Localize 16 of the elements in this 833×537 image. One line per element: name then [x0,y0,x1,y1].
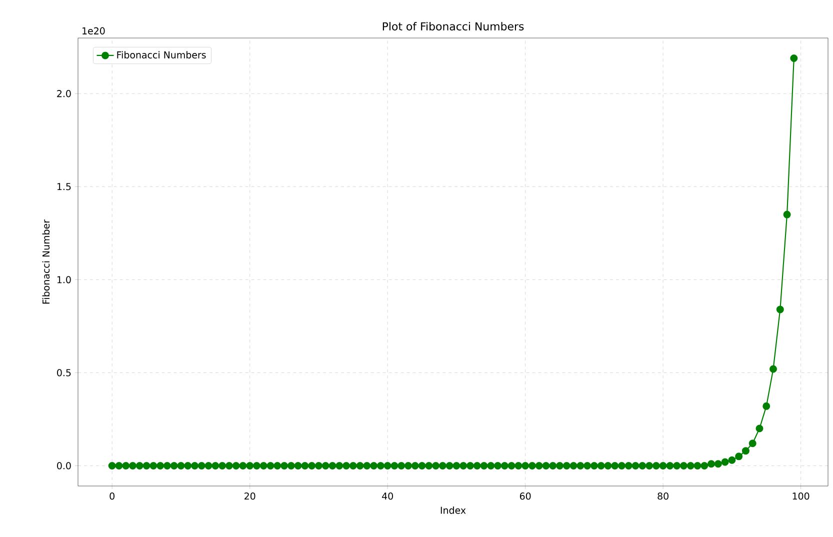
x-tick-label: 100 [792,492,810,500]
chart-title: Plot of Fibonacci Numbers [382,22,524,30]
x-tick-label: 60 [520,492,531,500]
x-tick-label: 80 [658,492,668,500]
y-tick-label: 1.5 [57,183,71,190]
x-tick-label: 20 [244,492,256,500]
y-tick-label: 0.5 [57,369,71,376]
legend-label: Fibonacci Numbers [117,51,206,58]
y-tick-label: 1.0 [57,276,71,284]
y-tick-label: 2.0 [57,90,71,98]
y-axis-title: Fibonacci Number [42,219,50,304]
y-tick-label: 0.0 [57,462,71,470]
x-axis-title: Index [440,506,466,514]
x-tick-label: 40 [382,492,393,500]
text: 1e20 [82,27,105,34]
x-tick-label: 0 [110,492,114,500]
